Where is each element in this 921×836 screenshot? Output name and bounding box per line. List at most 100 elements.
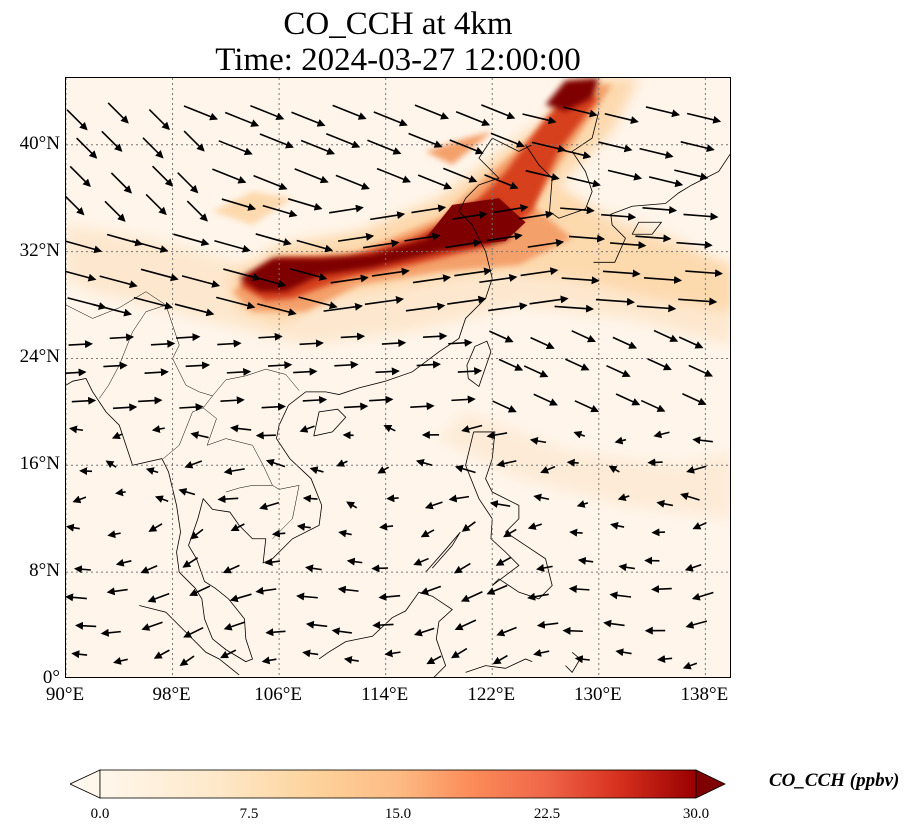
wind-arrow bbox=[323, 302, 364, 312]
wind-arrow bbox=[287, 198, 323, 211]
wind-arrow bbox=[223, 621, 246, 631]
wind-arrow bbox=[343, 402, 369, 411]
wind-arrow bbox=[503, 528, 517, 538]
wind-arrow bbox=[373, 111, 408, 127]
wind-arrow bbox=[656, 499, 674, 508]
y-tick-label: 32°N bbox=[19, 239, 60, 261]
wind-arrow bbox=[383, 424, 396, 433]
wind-arrow bbox=[343, 656, 359, 664]
wind-arrow bbox=[367, 139, 402, 155]
wind-arrow bbox=[230, 523, 245, 531]
wind-arrow bbox=[71, 650, 88, 659]
wind-arrow bbox=[604, 112, 639, 124]
wind-arrow bbox=[178, 488, 196, 496]
wind-arrow bbox=[615, 393, 641, 406]
x-tick-label: 106°E bbox=[254, 684, 302, 705]
wind-arrow bbox=[601, 212, 637, 221]
wind-arrow bbox=[642, 205, 678, 214]
wind-arrow bbox=[560, 206, 595, 215]
wind-arrow bbox=[185, 361, 211, 370]
wind-arrow bbox=[331, 627, 352, 636]
wind-arrow bbox=[68, 425, 84, 434]
wind-arrow bbox=[104, 200, 126, 222]
wind-arrow bbox=[291, 111, 326, 127]
shikoku-coastline bbox=[631, 221, 663, 235]
x-tick-label: 114°E bbox=[361, 684, 409, 705]
wind-arrow bbox=[562, 626, 583, 635]
wind-arrow bbox=[229, 593, 252, 603]
wind-arrow bbox=[404, 232, 441, 242]
wind-arrow bbox=[300, 139, 336, 155]
wind-arrow bbox=[92, 303, 133, 317]
wind-arrow bbox=[293, 367, 318, 376]
wind-arrow bbox=[523, 365, 549, 378]
wind-arrow bbox=[405, 302, 446, 312]
wind-arrow bbox=[179, 403, 204, 412]
wind-arrow bbox=[376, 167, 412, 183]
wind-arrow bbox=[184, 460, 203, 469]
wind-arrow bbox=[103, 361, 128, 370]
wind-arrow bbox=[602, 269, 641, 278]
wind-arrow bbox=[66, 195, 85, 216]
wind-arrow bbox=[332, 104, 367, 120]
wind-arrow bbox=[678, 297, 718, 306]
wind-arrow bbox=[183, 130, 205, 152]
wind-arrow bbox=[489, 330, 514, 343]
wind-arrow bbox=[375, 367, 400, 376]
wind-arrow bbox=[362, 239, 400, 249]
wind-arrow bbox=[685, 269, 724, 278]
wind-arrow bbox=[527, 238, 565, 248]
coastlines bbox=[66, 111, 730, 677]
colorbar-tick-label: 15.0 bbox=[384, 806, 412, 822]
borneo-coastline bbox=[318, 591, 453, 677]
wind-arrow bbox=[448, 494, 470, 503]
map-canvas bbox=[66, 78, 730, 677]
wind-arrow bbox=[426, 655, 442, 665]
wind-arrow bbox=[105, 460, 117, 469]
wind-arrow bbox=[73, 565, 91, 574]
wind-arrow bbox=[645, 106, 681, 118]
wind-arrow bbox=[261, 402, 286, 411]
plume-mid bbox=[425, 131, 493, 165]
wind-arrow bbox=[384, 649, 401, 658]
wind-arrow bbox=[571, 330, 596, 343]
colorbar-min-extend bbox=[69, 769, 101, 799]
wind-arrow bbox=[379, 522, 394, 531]
taiwan-coastline bbox=[466, 340, 492, 388]
wind-arrow bbox=[420, 529, 435, 538]
wind-arrow bbox=[76, 137, 98, 159]
indochina-border bbox=[202, 395, 300, 539]
wind-arrow bbox=[259, 501, 280, 511]
wind-arrow bbox=[443, 167, 478, 183]
wind-arrow bbox=[174, 303, 215, 317]
wind-arrow bbox=[101, 130, 123, 152]
wind-arrow bbox=[461, 424, 483, 433]
wind-arrow bbox=[66, 523, 80, 532]
wind-arrow bbox=[140, 268, 179, 282]
wind-arrow bbox=[651, 528, 665, 537]
wind-arrow bbox=[370, 211, 406, 221]
wind-arrow bbox=[533, 493, 550, 502]
wind-arrow bbox=[410, 402, 435, 411]
wind-arrow bbox=[75, 621, 97, 630]
wind-arrow bbox=[415, 458, 433, 467]
wind-arrow bbox=[140, 565, 158, 574]
wind-arrow bbox=[181, 275, 221, 288]
wind-arrow bbox=[639, 147, 674, 159]
wind-arrow bbox=[615, 648, 632, 657]
wind-arrow bbox=[569, 528, 583, 537]
colorbar bbox=[69, 769, 726, 799]
wind-arrow bbox=[496, 459, 517, 468]
wind-arrow bbox=[183, 105, 219, 121]
wind-arrow bbox=[113, 657, 128, 665]
palawan-coastline bbox=[425, 531, 461, 573]
map-panel bbox=[65, 77, 731, 678]
wind-arrow bbox=[271, 529, 286, 538]
wind-arrow bbox=[296, 239, 334, 253]
wind-arrow bbox=[173, 233, 210, 247]
wind-arrow bbox=[417, 174, 453, 190]
wind-arrow bbox=[536, 620, 559, 629]
wind-arrow bbox=[453, 562, 471, 574]
wind-arrow bbox=[177, 172, 199, 194]
wind-arrow bbox=[369, 395, 394, 404]
